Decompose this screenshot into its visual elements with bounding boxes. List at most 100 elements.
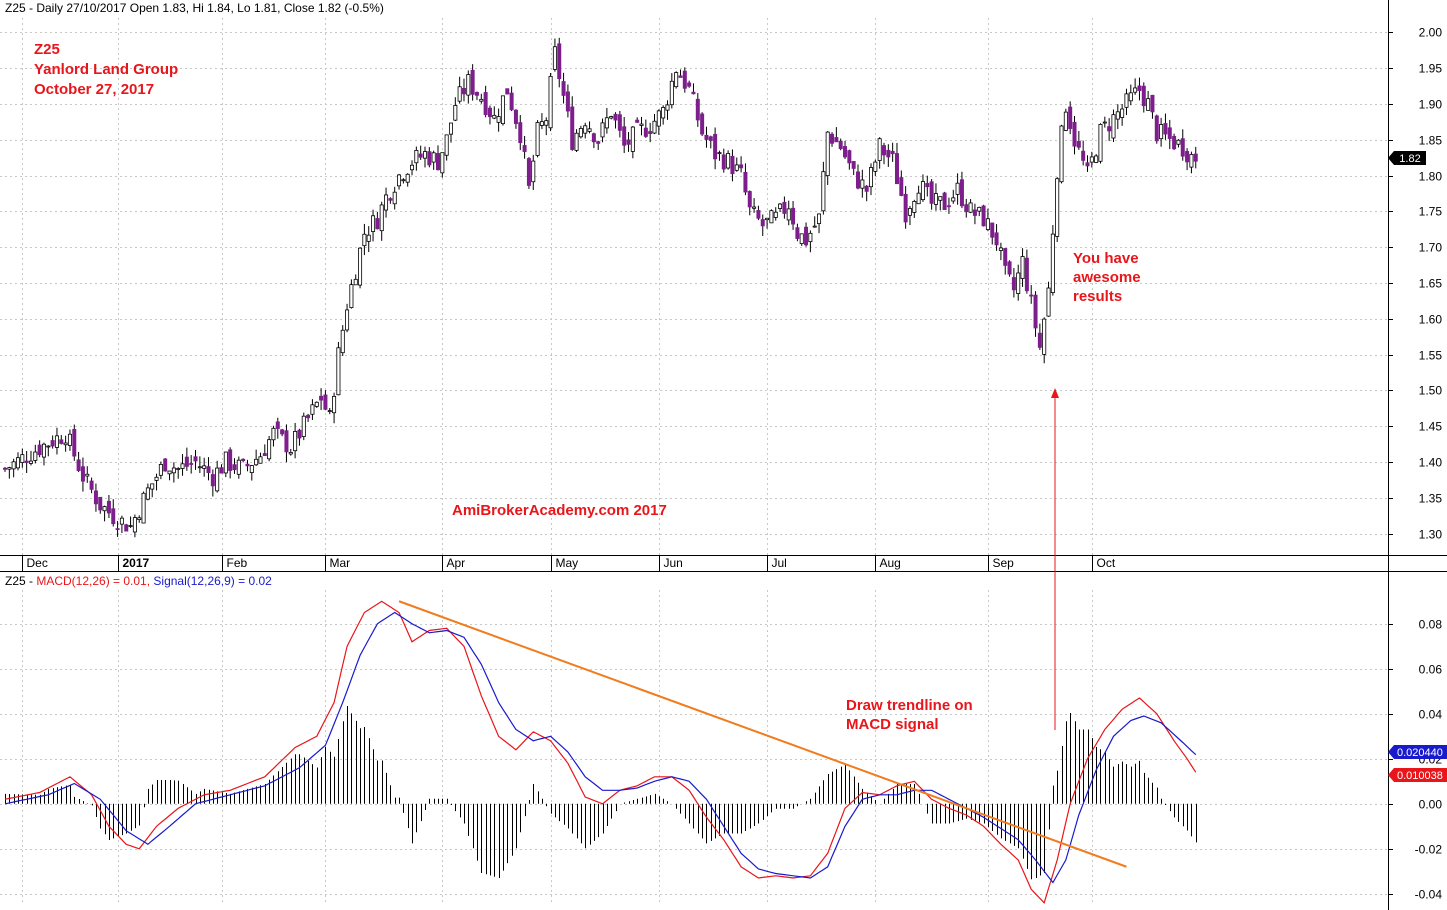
candle-body-down [981,205,986,227]
candle [180,454,185,476]
candle [834,127,839,143]
candle-body-up [150,483,155,490]
candle [128,516,133,528]
candle-body-up [15,457,20,469]
month-label-2017: 2017 [123,556,150,570]
candle [912,199,917,218]
candle-body-down [474,92,479,96]
candle-body-up [1133,87,1138,93]
candle [301,412,306,441]
candle [518,115,523,151]
candle [72,424,77,461]
candle-body-up [1115,111,1120,120]
candle [869,163,874,196]
candle [726,150,731,170]
candle [730,149,735,182]
candle-body-up [345,309,350,331]
candle-body-up [171,467,176,474]
candle [682,67,687,93]
candle-body-up [479,98,484,102]
candle-body-down [635,119,640,123]
candle [500,95,505,126]
candle [674,71,679,89]
candle [453,97,458,122]
candle [981,204,986,227]
candle [1133,78,1138,95]
candle [817,213,822,234]
candle-body-up [812,225,817,228]
candle-body-down [1137,85,1142,91]
signal-value-label: 0.020440 [1388,745,1447,759]
candle [154,473,159,491]
candle [202,457,207,477]
candle-body-down [730,155,735,175]
candle [271,425,276,447]
candle-body-up [102,506,107,512]
candle [804,222,809,247]
candle [505,88,510,95]
candle-body-down [76,459,81,471]
month-label-aug: Aug [880,556,901,570]
candle [461,78,466,102]
macd-tick-label: 0.04 [1419,708,1443,722]
candle-body-up [11,461,16,470]
candle [254,449,259,466]
candle-body-down [994,232,999,246]
candle-body-up [54,435,59,448]
candle-body-up [825,131,830,177]
candle-body-up [600,122,605,138]
candle [1085,155,1090,172]
candle [28,450,33,466]
candle [1176,139,1181,148]
candle-body-up [998,247,1003,251]
candle-body-up [444,134,449,156]
candle-body-down [509,92,514,111]
candle-body-down [206,466,211,474]
candle [314,401,319,408]
candle [479,93,484,104]
candle-body-down [557,43,562,80]
candle-body-up [821,171,826,212]
candle [695,93,700,127]
candle [444,134,449,161]
title-ticker: Z25 [34,41,60,58]
candle [327,407,332,415]
candle-body-up [1159,124,1164,140]
candle [1189,151,1194,174]
candle-body-up [158,464,163,476]
candle [410,160,415,176]
candle [591,132,596,149]
candle [115,521,120,537]
candle-body-up [392,191,397,205]
candle-body-down [682,70,687,89]
candle-body-down [570,106,575,150]
candle [1163,113,1168,140]
candle-body-down [24,460,29,464]
candle-body-up [466,74,471,96]
candle [578,125,583,139]
candle [1063,108,1068,132]
candle [223,451,228,478]
candle [267,435,272,462]
candle [137,515,142,523]
candle [691,83,696,95]
candle [964,198,969,218]
candle [366,226,371,253]
candle [249,464,254,481]
candle-body-up [215,467,220,492]
candle-body-down [704,134,709,140]
candle [414,146,419,171]
candle-body-down [1037,332,1042,348]
candle [851,161,856,175]
candle [596,140,601,150]
month-label-may: May [556,556,579,570]
candle [448,122,453,143]
candle-body-down [856,171,861,189]
candle [925,175,930,197]
candle-body-up [604,117,609,129]
candle [881,142,886,165]
candle [565,84,570,118]
candle [743,163,748,196]
candle [496,108,501,132]
macd-value-label: 0.010038 [1388,768,1447,782]
